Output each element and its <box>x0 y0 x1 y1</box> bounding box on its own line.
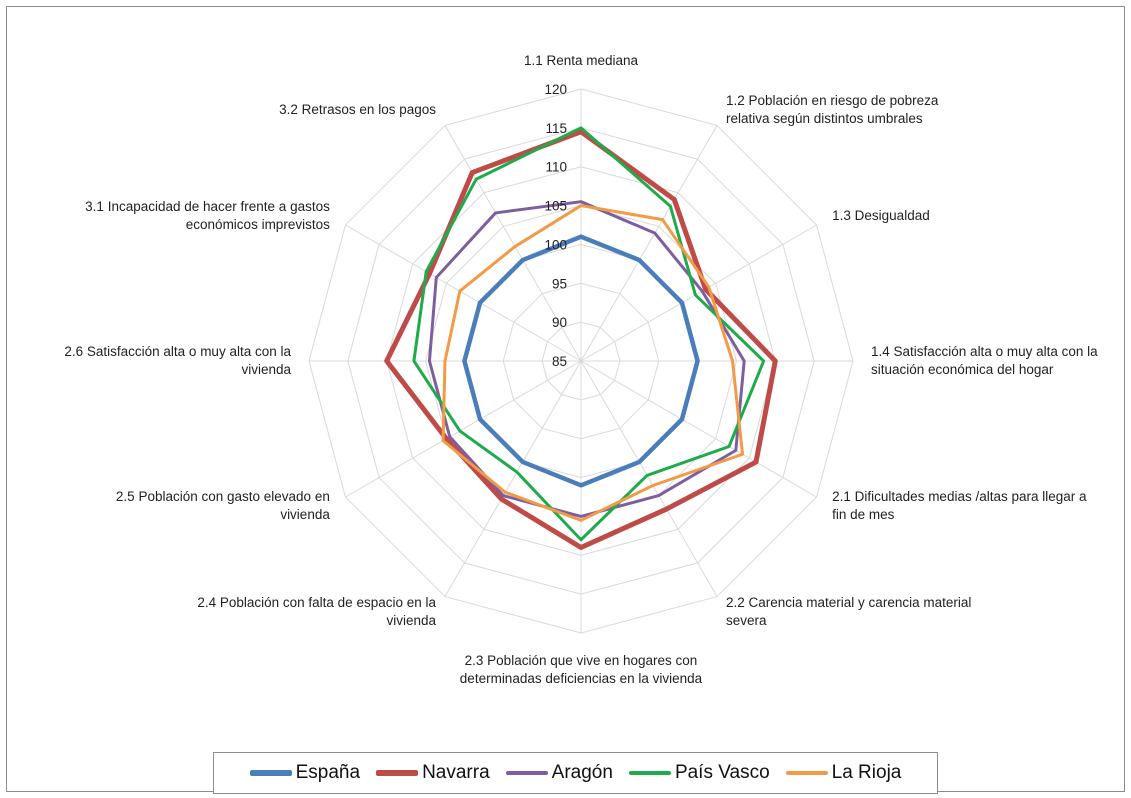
tick-label-0: 85 <box>552 354 567 369</box>
tick-label-1: 90 <box>552 315 567 330</box>
category-label-3: 1.4 Satisfacción alta o muy alta con la s… <box>871 344 1098 377</box>
category-label-2: 1.3 Desigualdad <box>832 208 930 223</box>
legend-label-2: Aragón <box>551 762 613 783</box>
radar-spokes <box>309 89 853 633</box>
legend-swatch-0 <box>249 770 292 776</box>
radar-tick-labels: 85 90 95 100 105 110 115 120 <box>544 82 567 369</box>
chart-legend: España Navarra Aragón País Vasco La Rioja <box>213 752 938 794</box>
legend-swatch-1 <box>376 770 419 776</box>
tick-label-5: 110 <box>545 160 567 175</box>
legend-label-3: País Vasco <box>674 762 770 783</box>
spoke-2 <box>580 224 817 362</box>
category-label-5: 2.2 Carencia material y carencia materia… <box>726 595 971 628</box>
legend-label-0: España <box>295 762 361 783</box>
category-label-7: 2.4 Población con falta de espacio en la… <box>197 595 436 628</box>
series-line-España <box>462 234 700 488</box>
category-label-8: 2.5 Población con gasto elevado en vivien… <box>116 489 330 522</box>
spoke-4 <box>580 360 817 498</box>
legend-label-1: Navarra <box>422 762 490 783</box>
legend-item-2: Aragón <box>505 762 613 784</box>
tick-label-6: 115 <box>545 121 567 136</box>
spoke-8 <box>345 360 582 498</box>
tick-label-3: 100 <box>544 237 567 252</box>
category-label-0: 1.1 Renta mediana <box>524 53 639 68</box>
spoke-7 <box>444 360 582 597</box>
radar-series <box>384 126 778 551</box>
spoke-11 <box>444 125 582 362</box>
tick-label-7: 120 <box>544 82 567 97</box>
radar-category-labels: 1.1 Renta mediana 1.2 Población en riesgo… <box>64 53 1098 686</box>
category-label-10: 3.1 Incapacidad de hacer frente a gastos… <box>85 199 330 232</box>
series-line-Aragón <box>427 200 746 518</box>
spoke-10 <box>345 224 582 362</box>
legend-item-4: La Rioja <box>785 762 902 784</box>
tick-label-2: 95 <box>552 276 567 291</box>
category-label-1: 1.2 Población en riesgo de pobreza relati… <box>726 93 939 126</box>
spoke-5 <box>580 360 718 597</box>
legend-item-3: País Vasco <box>628 762 770 784</box>
tick-label-4: 105 <box>544 199 567 214</box>
category-label-6: 2.3 Población que vive en hogares con det… <box>460 653 703 686</box>
category-label-9: 2.6 Satisfacción alta o muy alta con la v… <box>64 344 291 377</box>
series-line-La Rioja <box>441 204 745 522</box>
legend-label-4: La Rioja <box>831 762 902 783</box>
legend-item-1: Navarra <box>376 762 490 784</box>
legend-swatch-4 <box>785 771 828 775</box>
legend-item-0: España <box>249 762 361 784</box>
legend-swatch-3 <box>628 771 671 775</box>
series-line-Navarra <box>384 129 778 551</box>
legend-swatch-2 <box>505 771 548 775</box>
series-line-País Vasco <box>412 126 766 542</box>
category-label-11: 3.2 Retrasos en los pagos <box>279 102 436 117</box>
category-label-4: 2.1 Dificultades medias /altas para lleg… <box>832 489 1087 522</box>
spoke-1 <box>580 125 718 362</box>
